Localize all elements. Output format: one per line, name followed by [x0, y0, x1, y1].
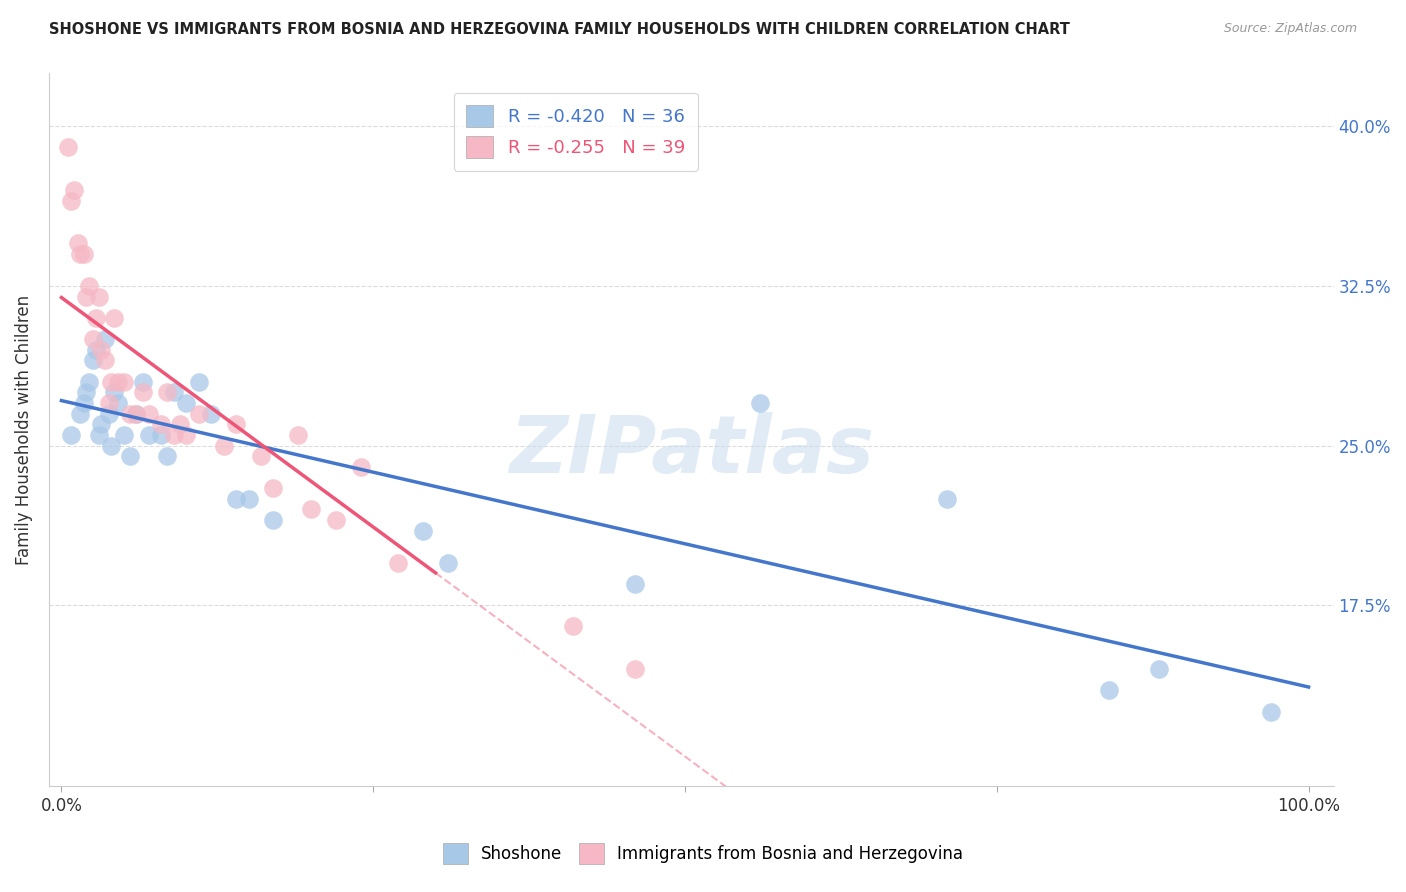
Point: [150, 417, 173, 432]
Point: [225, 491, 247, 506]
Point: [238, 491, 260, 506]
Point: [1098, 683, 1121, 698]
Point: [131, 385, 153, 400]
Point: [75, 385, 97, 400]
Point: [187, 375, 209, 389]
Text: Source: ZipAtlas.com: Source: ZipAtlas.com: [1223, 22, 1357, 36]
Point: [624, 577, 647, 591]
Y-axis label: Family Households with Children: Family Households with Children: [15, 294, 32, 565]
Point: [287, 428, 309, 442]
Point: [200, 407, 222, 421]
Point: [103, 385, 125, 400]
Point: [77, 278, 100, 293]
Point: [299, 502, 322, 516]
Point: [174, 428, 197, 442]
Point: [163, 385, 186, 400]
Point: [250, 449, 273, 463]
Point: [125, 407, 148, 421]
Point: [412, 524, 434, 538]
Point: [73, 247, 96, 261]
Point: [82, 353, 104, 368]
Point: [325, 513, 347, 527]
Point: [112, 428, 135, 442]
Text: ZIPatlas: ZIPatlas: [509, 412, 873, 490]
Point: [1147, 662, 1170, 676]
Point: [169, 417, 191, 432]
Point: [131, 375, 153, 389]
Point: [75, 289, 97, 303]
Point: [561, 619, 583, 633]
Point: [163, 428, 186, 442]
Point: [87, 289, 110, 303]
Point: [935, 491, 957, 506]
Point: [138, 407, 160, 421]
Point: [86, 343, 108, 357]
Point: [748, 396, 770, 410]
Point: [107, 396, 129, 410]
Point: [174, 396, 197, 410]
Point: [103, 310, 125, 325]
Point: [60, 194, 83, 208]
Point: [118, 449, 141, 463]
Point: [94, 332, 117, 346]
Point: [69, 407, 91, 421]
Point: [262, 513, 284, 527]
Point: [156, 385, 179, 400]
Point: [624, 662, 647, 676]
Legend: Shoshone, Immigrants from Bosnia and Herzegovina: Shoshone, Immigrants from Bosnia and Her…: [436, 837, 970, 871]
Point: [387, 556, 409, 570]
Point: [125, 407, 148, 421]
Point: [138, 428, 160, 442]
Point: [82, 332, 104, 346]
Point: [150, 428, 173, 442]
Point: [112, 375, 135, 389]
Point: [107, 375, 129, 389]
Point: [118, 407, 141, 421]
Text: SHOSHONE VS IMMIGRANTS FROM BOSNIA AND HERZEGOVINA FAMILY HOUSEHOLDS WITH CHILDR: SHOSHONE VS IMMIGRANTS FROM BOSNIA AND H…: [49, 22, 1070, 37]
Legend: R = -0.420   N = 36, R = -0.255   N = 39: R = -0.420 N = 36, R = -0.255 N = 39: [454, 93, 697, 171]
Point: [60, 428, 83, 442]
Point: [94, 353, 117, 368]
Point: [56, 140, 79, 154]
Point: [86, 310, 108, 325]
Point: [73, 396, 96, 410]
Point: [350, 459, 373, 474]
Point: [97, 407, 120, 421]
Point: [100, 438, 122, 452]
Point: [90, 417, 112, 432]
Point: [156, 449, 179, 463]
Point: [69, 247, 91, 261]
Point: [100, 375, 122, 389]
Point: [1260, 705, 1282, 719]
Point: [225, 417, 247, 432]
Point: [87, 428, 110, 442]
Point: [90, 343, 112, 357]
Point: [187, 407, 209, 421]
Point: [262, 481, 284, 495]
Point: [77, 375, 100, 389]
Point: [66, 236, 89, 251]
Point: [97, 396, 120, 410]
Point: [437, 556, 460, 570]
Point: [63, 183, 86, 197]
Point: [212, 438, 235, 452]
